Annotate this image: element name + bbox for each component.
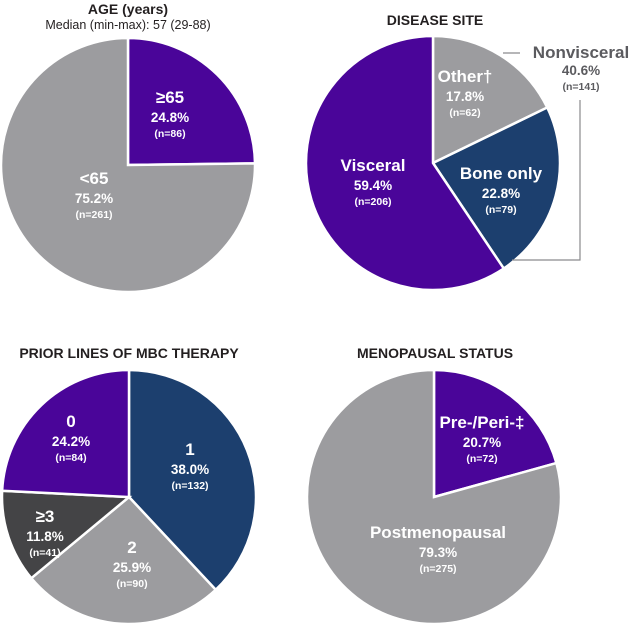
- slice-count-3: (n=41): [29, 547, 60, 559]
- slice-count-bone-only: (n=79): [485, 204, 516, 216]
- slice-percent-0: 24.2%: [52, 434, 90, 449]
- nonvisceral-label: Nonvisceral: [533, 43, 629, 62]
- slice-label-0: 0: [66, 412, 75, 431]
- slice-percent-1: 38.0%: [171, 462, 209, 477]
- slice-count-visceral: (n=206): [354, 196, 391, 208]
- slice-label-other: Other†: [438, 67, 493, 86]
- nonvisceral-percent: 40.6%: [562, 63, 600, 78]
- slice-percent-3: 11.8%: [26, 529, 64, 544]
- nonvisceral-count: (n=141): [562, 81, 599, 93]
- slice-label-65: ≥65: [156, 88, 184, 107]
- age-chart-title: AGE (years): [88, 1, 168, 17]
- nonvisceral-bracket-side: [512, 100, 581, 261]
- pie-slice-postmenopausal: [305, 368, 563, 626]
- slice-percent-65: 24.8%: [151, 110, 189, 125]
- menopausal-chart-title: MENOPAUSAL STATUS: [357, 345, 513, 361]
- slice-label-postmenopausal: Postmenopausal: [370, 523, 506, 542]
- slice-count-65: (n=86): [154, 128, 185, 140]
- pie-slice-other: [431, 34, 549, 165]
- slice-label-pre-peri: Pre-/Peri-‡: [439, 413, 524, 432]
- slice-count-1: (n=132): [171, 480, 208, 492]
- slice-percent-visceral: 59.4%: [354, 178, 392, 193]
- slice-percent-pre-peri: 20.7%: [463, 435, 501, 450]
- pie-slice-2: [29, 495, 218, 626]
- slice-label-3: ≥3: [36, 507, 55, 526]
- prior-lines-pie: 1 38.0% (n=132) 2 25.9% (n=90) ≥3 11.8% (n=41) 0 2…: [0, 368, 258, 626]
- pie-slice-pre-peri: [432, 368, 558, 499]
- slice-count-pre-peri: (n=72): [466, 453, 497, 465]
- slice-label-65: <65: [80, 169, 109, 188]
- slice-count-other: (n=62): [449, 107, 480, 119]
- slice-label-2: 2: [127, 538, 136, 557]
- disease-site-pie: Other† 17.8% (n=62) Bone only 22.8% (n=79) Vis…: [304, 34, 562, 292]
- slice-percent-bone-only: 22.8%: [482, 186, 520, 201]
- disease-site-chart-title: DISEASE SITE: [387, 12, 483, 28]
- pie-slice-65: [126, 36, 257, 167]
- pie-slice-1: [127, 368, 258, 592]
- slice-percent-postmenopausal: 79.3%: [419, 545, 457, 560]
- menopausal-pie: Pre-/Peri-‡ 20.7% (n=72) Postmenopausal 79.3…: [305, 368, 563, 626]
- prior-lines-chart: PRIOR LINES OF MBC THERAPY 1 38.0% (n=132)…: [0, 345, 258, 626]
- pie-slice-bone-only: [431, 105, 562, 271]
- slice-count-postmenopausal: (n=275): [419, 563, 456, 575]
- slice-label-bone-only: Bone only: [460, 164, 543, 183]
- age-chart-subtitle: Median (min-max): 57 (29-88): [45, 18, 210, 32]
- age-chart: AGE (years) Median (min-max): 57 (29-88)…: [0, 1, 257, 294]
- prior-lines-chart-title: PRIOR LINES OF MBC THERAPY: [19, 345, 239, 361]
- disease-site-chart: DISEASE SITE Other† 17.8% (n=62) Bone only 2…: [304, 12, 629, 292]
- pie-slice-65: [0, 36, 257, 294]
- pie-slice-0: [0, 368, 131, 499]
- slice-count-2: (n=90): [116, 578, 147, 590]
- age-pie: ≥65 24.8% (n=86) <65 75.2% (n=261): [0, 36, 257, 294]
- slice-percent-2: 25.9%: [113, 560, 151, 575]
- slice-percent-65: 75.2%: [75, 191, 113, 206]
- pie-slice-visceral: [304, 34, 506, 292]
- slice-count-65: (n=261): [75, 209, 112, 221]
- slice-label-1: 1: [185, 440, 194, 459]
- pie-slice-3: [0, 489, 133, 580]
- slice-percent-other: 17.8%: [446, 89, 484, 104]
- slice-count-0: (n=84): [55, 452, 86, 464]
- slice-label-visceral: Visceral: [341, 156, 406, 175]
- menopausal-chart: MENOPAUSAL STATUS Pre-/Peri-‡ 20.7% (n=72)…: [305, 345, 563, 626]
